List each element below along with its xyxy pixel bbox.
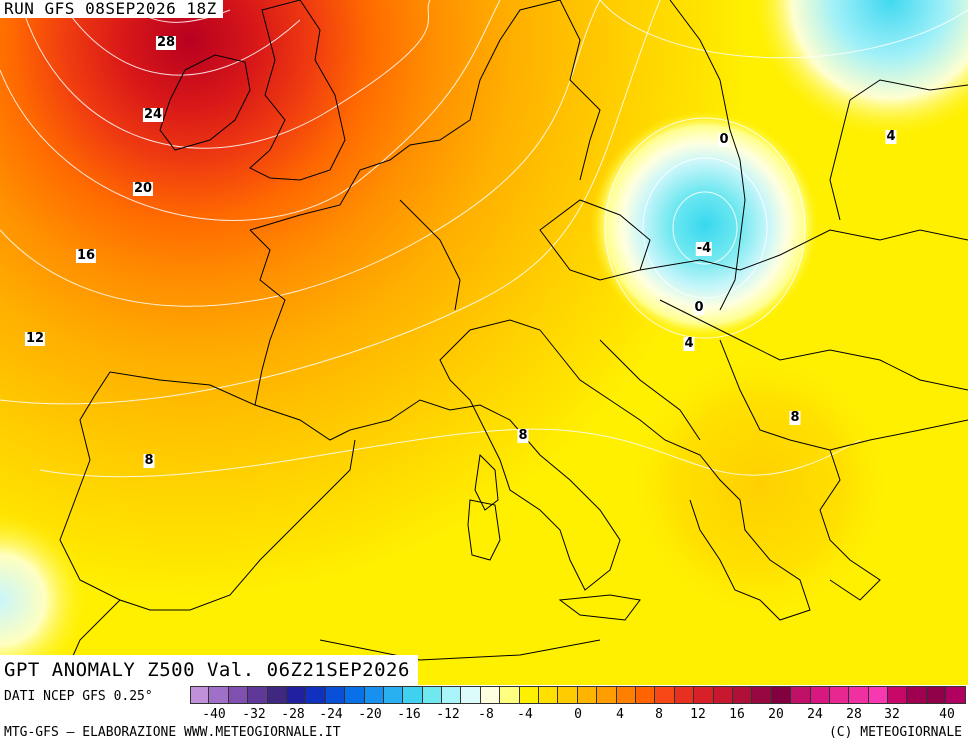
colorbar-swatch: [868, 686, 889, 704]
colorbar-tick-label: -8: [478, 707, 494, 722]
credit-left: MTG-GFS — ELABORAZIONE WWW.METEOGIORNALE…: [4, 725, 341, 740]
colorbar-swatch: [635, 686, 656, 704]
colorbar-tick-label: 24: [807, 707, 823, 722]
colorbar-tick-label: 40: [939, 707, 955, 722]
colorbar-tick-label: -16: [397, 707, 421, 722]
isoline-label: 0: [693, 300, 705, 315]
colorbar-swatch: [849, 686, 869, 704]
colorbar-swatch: [771, 686, 792, 704]
colorbar-tick-label: 20: [768, 707, 784, 722]
colorbar-tick-label: 32: [884, 707, 900, 722]
colorbar-tick-label: -4: [517, 707, 533, 722]
colorbar-swatch: [713, 686, 733, 704]
colorbar-swatch: [228, 686, 249, 704]
isoline-label: 28: [155, 35, 177, 50]
colorbar-tick-label: -12: [436, 707, 460, 722]
credit-right: (C) METEOGIORNALE: [828, 725, 962, 740]
colorbar-swatch: [403, 686, 423, 704]
colorbar-swatch: [267, 686, 287, 704]
colorbar-swatch: [461, 686, 481, 704]
colorbar-swatch: [209, 686, 229, 704]
colorbar-tick-label: 28: [846, 707, 862, 722]
colorbar-tick-label: -28: [281, 707, 305, 722]
colorbar-tick-label: 12: [690, 707, 706, 722]
colorbar-swatch: [383, 686, 404, 704]
colorbar-swatch: [577, 686, 598, 704]
isoline-label: 20: [132, 181, 154, 196]
colorbar-swatch: [364, 686, 384, 704]
colorbar-swatch: [539, 686, 559, 704]
colorbar-swatch: [480, 686, 501, 704]
colorbar-swatch: [442, 686, 462, 704]
colorbar-swatch: [655, 686, 675, 704]
colorbar-swatch: [791, 686, 811, 704]
colorbar-swatch: [694, 686, 714, 704]
colorbar-swatch: [345, 686, 365, 704]
colorbar: [190, 686, 966, 704]
legend-footer: DATI NCEP GFS 0.25° -40 -32 -28 -24 -20 -16 -1…: [0, 685, 968, 745]
colorbar-tick-label: 16: [729, 707, 745, 722]
colorbar-swatch: [558, 686, 578, 704]
colorbar-tick-label: 0: [574, 707, 582, 722]
colorbar-swatch: [810, 686, 830, 704]
colorbar-swatch: [422, 686, 443, 704]
colorbar-tick-label: -24: [319, 707, 343, 722]
colorbar-swatch: [286, 686, 307, 704]
colorbar-swatch: [190, 686, 210, 704]
colorbar-tick-label: -40: [202, 707, 226, 722]
colorbar-swatch: [732, 686, 753, 704]
colorbar-tick-label: -32: [242, 707, 266, 722]
colorbar-swatch: [306, 686, 326, 704]
map-title: GPT ANOMALY Z500 Val. 06Z21SEP2026: [0, 655, 418, 685]
data-source: DATI NCEP GFS 0.25°: [4, 689, 153, 704]
run-label: RUN GFS 08SEP2026 18Z: [0, 0, 223, 18]
colorbar-swatch: [597, 686, 617, 704]
colorbar-swatch: [674, 686, 695, 704]
isoline-label: 24: [142, 107, 164, 122]
isoline-label: 8: [789, 410, 801, 425]
anomaly-map: [0, 0, 968, 686]
colorbar-swatch: [926, 686, 947, 704]
colorbar-swatch: [946, 686, 966, 704]
isoline-label: 8: [143, 453, 155, 468]
isoline-label: 12: [24, 331, 46, 346]
colorbar-swatch: [325, 686, 346, 704]
isoline-label: 8: [517, 428, 529, 443]
isoline-label: 4: [885, 129, 897, 144]
colorbar-tick-label: 4: [616, 707, 624, 722]
colorbar-tick-label: -20: [358, 707, 382, 722]
colorbar-swatch: [888, 686, 908, 704]
colorbar-swatch: [500, 686, 520, 704]
colorbar-swatch: [616, 686, 636, 704]
isoline-label: -4: [695, 241, 713, 256]
colorbar-tick-label: 8: [655, 707, 663, 722]
isoline-label: 0: [718, 132, 730, 147]
colorbar-ticks: -40 -32 -28 -24 -20 -16 -12 -8 -4 0 4 8 12 16 20 24 28 32…: [190, 707, 967, 723]
colorbar-swatch: [248, 686, 268, 704]
colorbar-swatch: [752, 686, 772, 704]
colorbar-swatch: [519, 686, 540, 704]
colorbar-swatch: [907, 686, 927, 704]
isoline-label: 16: [75, 248, 97, 263]
isoline-label: 4: [683, 336, 695, 351]
colorbar-swatch: [829, 686, 850, 704]
